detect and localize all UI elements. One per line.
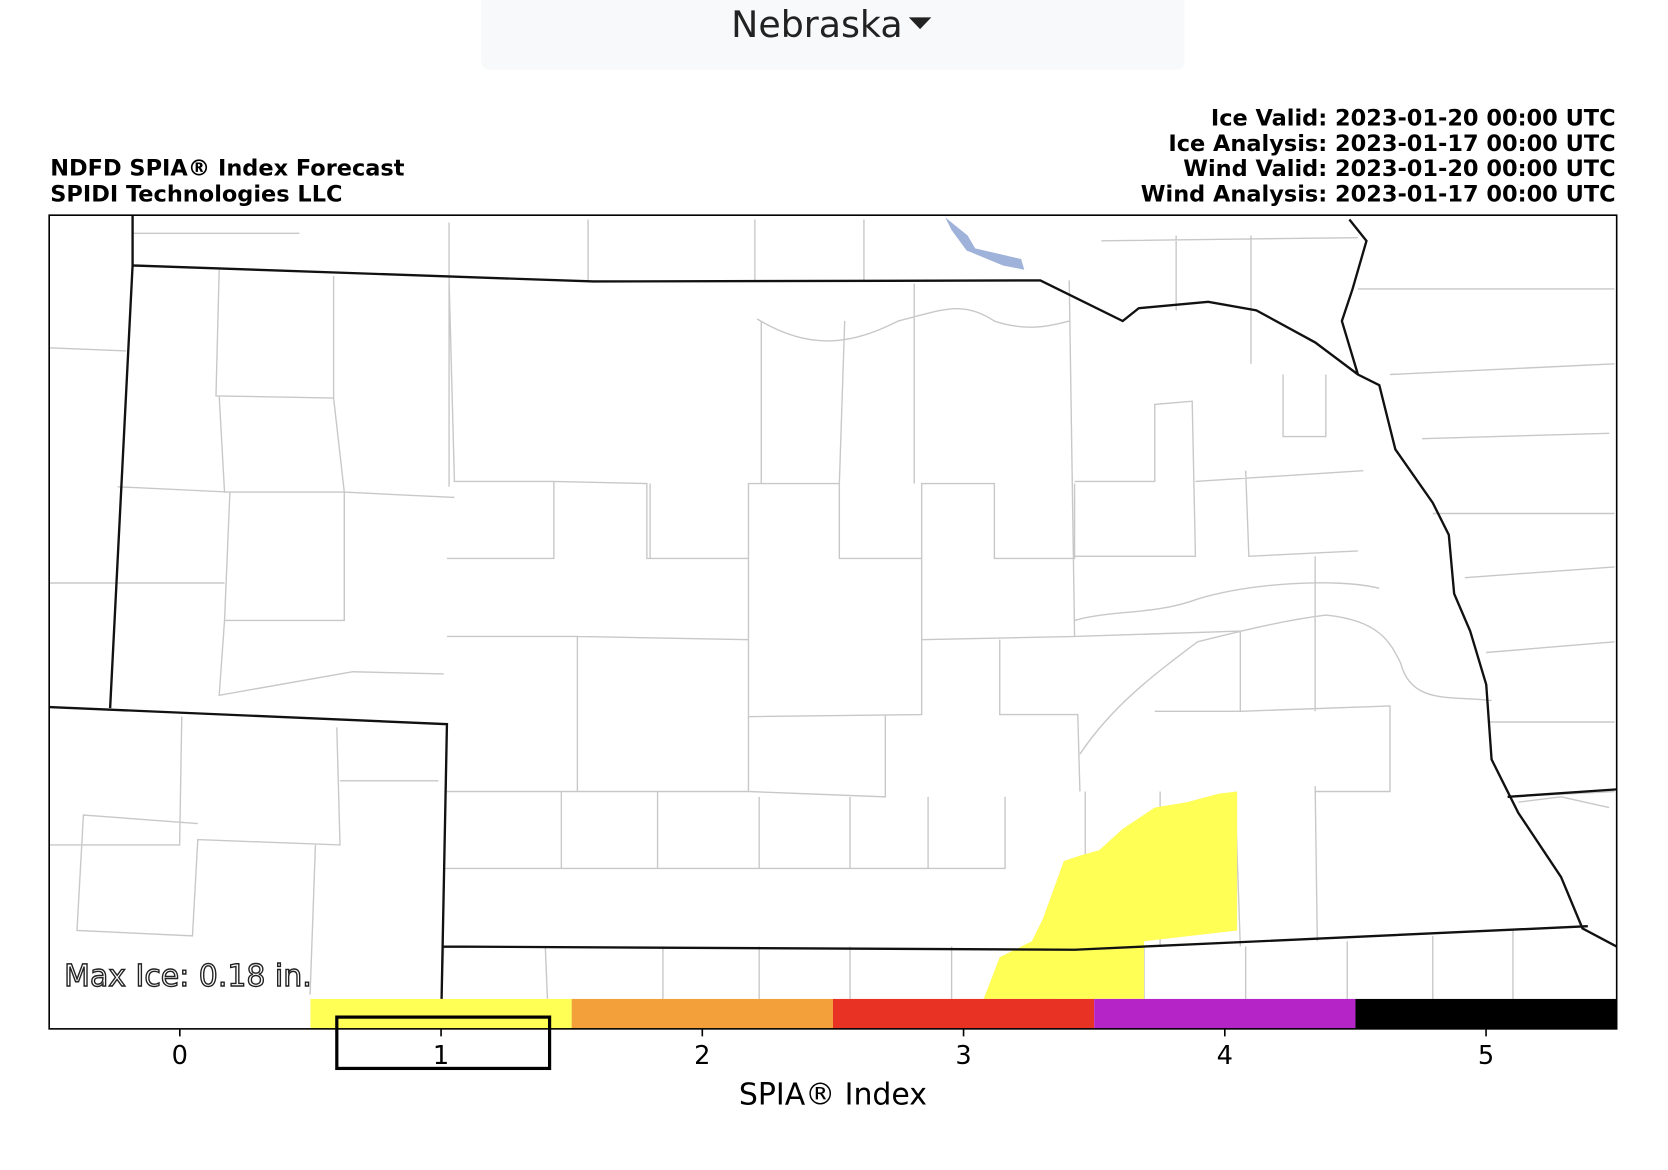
colorbar-tick-label: 5 [1478,1041,1494,1071]
state-dropdown[interactable]: Nebraska [481,0,1185,70]
valid-time: Wind Analysis: 2023-01-17 00:00 UTC [1141,181,1616,207]
max-ice-label: Max Ice: 0.18 in. [64,959,312,994]
colorbar-tick-label: 0 [172,1041,188,1071]
lake [945,217,1025,270]
ice-area [983,791,1238,999]
map-frame [48,214,1618,1030]
dropdown-label[interactable]: Nebraska [731,3,902,46]
colorbar-segment [1094,998,1356,1029]
colorbar-tick-label: 2 [694,1041,710,1071]
map-credit: SPIDI Technologies LLC [50,181,342,207]
colorbar-label: SPIA® Index [739,1078,927,1113]
colorbar-tick-label: 3 [955,1041,971,1071]
valid-time: Wind Valid: 2023-01-20 00:00 UTC [1183,156,1615,182]
colorbar-segment [1355,998,1617,1029]
state-borders [49,215,1618,999]
map-title: NDFD SPIA® Index Forecast [50,156,405,182]
valid-time: Ice Valid: 2023-01-20 00:00 UTC [1211,105,1616,131]
highlight-box [335,1015,552,1071]
colorbar-tick-label: 1 [433,1041,449,1071]
dropdown-bg[interactable] [481,0,1185,70]
dropdown-caret[interactable] [908,17,932,30]
colorbar-segment [832,998,1095,1029]
map-bg [49,215,1617,999]
colorbar-segment [49,998,311,1029]
colorbar-segment [310,998,572,1029]
colorbar-segment [571,998,833,1029]
valid-time: Ice Analysis: 2023-01-17 00:00 UTC [1168,131,1615,157]
colorbar-tick-label: 4 [1217,1041,1233,1071]
map: Max Ice: 0.18 in. [49,215,1618,999]
